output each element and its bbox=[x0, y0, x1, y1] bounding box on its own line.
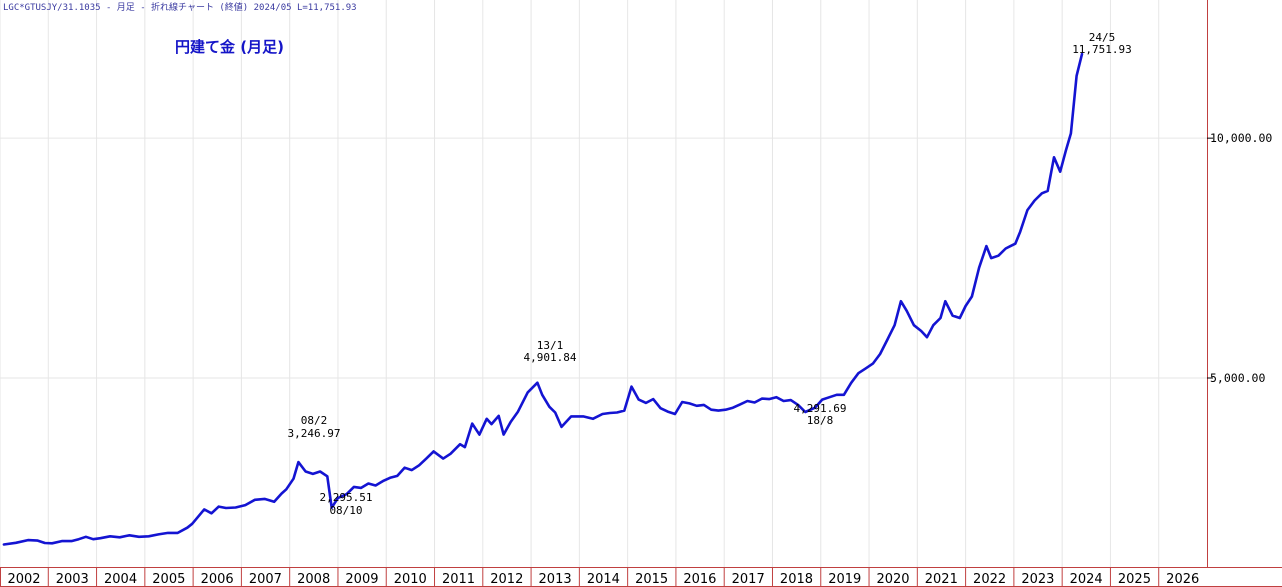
x-tick-label: 2009 bbox=[345, 572, 378, 587]
grid bbox=[0, 0, 1207, 567]
x-axis: 2002 2003 2004 2005 2006 2007 2008 2009 2010 2011… bbox=[0, 567, 1199, 587]
annotation-value: 4,291.69 bbox=[794, 402, 847, 415]
x-tick-label: 2022 bbox=[973, 572, 1006, 587]
y-tick-label: 10,000.00 bbox=[1210, 131, 1272, 145]
y-tick-label: 5,000.00 bbox=[1210, 371, 1265, 385]
chart-title: 円建て金 (月足) bbox=[175, 38, 284, 56]
x-tick-label: 2021 bbox=[925, 572, 958, 587]
x-tick-label: 2006 bbox=[201, 572, 234, 587]
x-tick-label: 2012 bbox=[490, 572, 523, 587]
x-tick-label: 2002 bbox=[7, 572, 40, 587]
header-info: LGC*GTUSJY/31.1035 - 月足 - 折れ線チャート (終値) 2… bbox=[3, 1, 357, 13]
series-group bbox=[2, 52, 1084, 546]
x-tick-label: 2008 bbox=[297, 572, 330, 587]
x-tick-label: 2023 bbox=[1021, 572, 1054, 587]
x-tick-label: 2007 bbox=[249, 572, 282, 587]
annotation-date: 13/1 bbox=[537, 339, 564, 352]
x-tick-label: 2010 bbox=[394, 572, 427, 587]
annotation-date: 08/2 bbox=[301, 414, 328, 427]
x-tick-label: 2004 bbox=[104, 572, 137, 587]
x-tick-label: 2024 bbox=[1070, 572, 1103, 587]
x-tick-label: 2016 bbox=[683, 572, 716, 587]
x-tick-label: 2013 bbox=[539, 572, 572, 587]
x-tick-label: 2003 bbox=[56, 572, 89, 587]
x-tick-label: 2020 bbox=[876, 572, 909, 587]
x-tick-label: 2018 bbox=[780, 572, 813, 587]
annotation-value: 11,751.93 bbox=[1072, 43, 1132, 56]
x-tick-label: 2014 bbox=[587, 572, 620, 587]
annotation-value: 2,295.51 bbox=[320, 491, 373, 504]
x-tick-label: 2015 bbox=[635, 572, 668, 587]
x-tick-label: 2005 bbox=[152, 572, 185, 587]
annotation-value: 4,901.84 bbox=[524, 351, 577, 364]
y-axis: 5,000.00 10,000.00 bbox=[1207, 131, 1272, 385]
x-tick-label: 2011 bbox=[442, 572, 475, 587]
annotation-value: 3,246.97 bbox=[288, 427, 341, 440]
series-line bbox=[2, 52, 1084, 546]
annotation-date: 08/10 bbox=[329, 504, 362, 517]
x-tick-label: 2019 bbox=[828, 572, 861, 587]
x-tick-label: 2017 bbox=[732, 572, 765, 587]
x-tick-label: 2025 bbox=[1118, 572, 1151, 587]
annotation-date: 18/8 bbox=[807, 414, 834, 427]
annotation-date: 24/5 bbox=[1089, 31, 1116, 44]
x-tick-label: 2026 bbox=[1166, 572, 1199, 587]
